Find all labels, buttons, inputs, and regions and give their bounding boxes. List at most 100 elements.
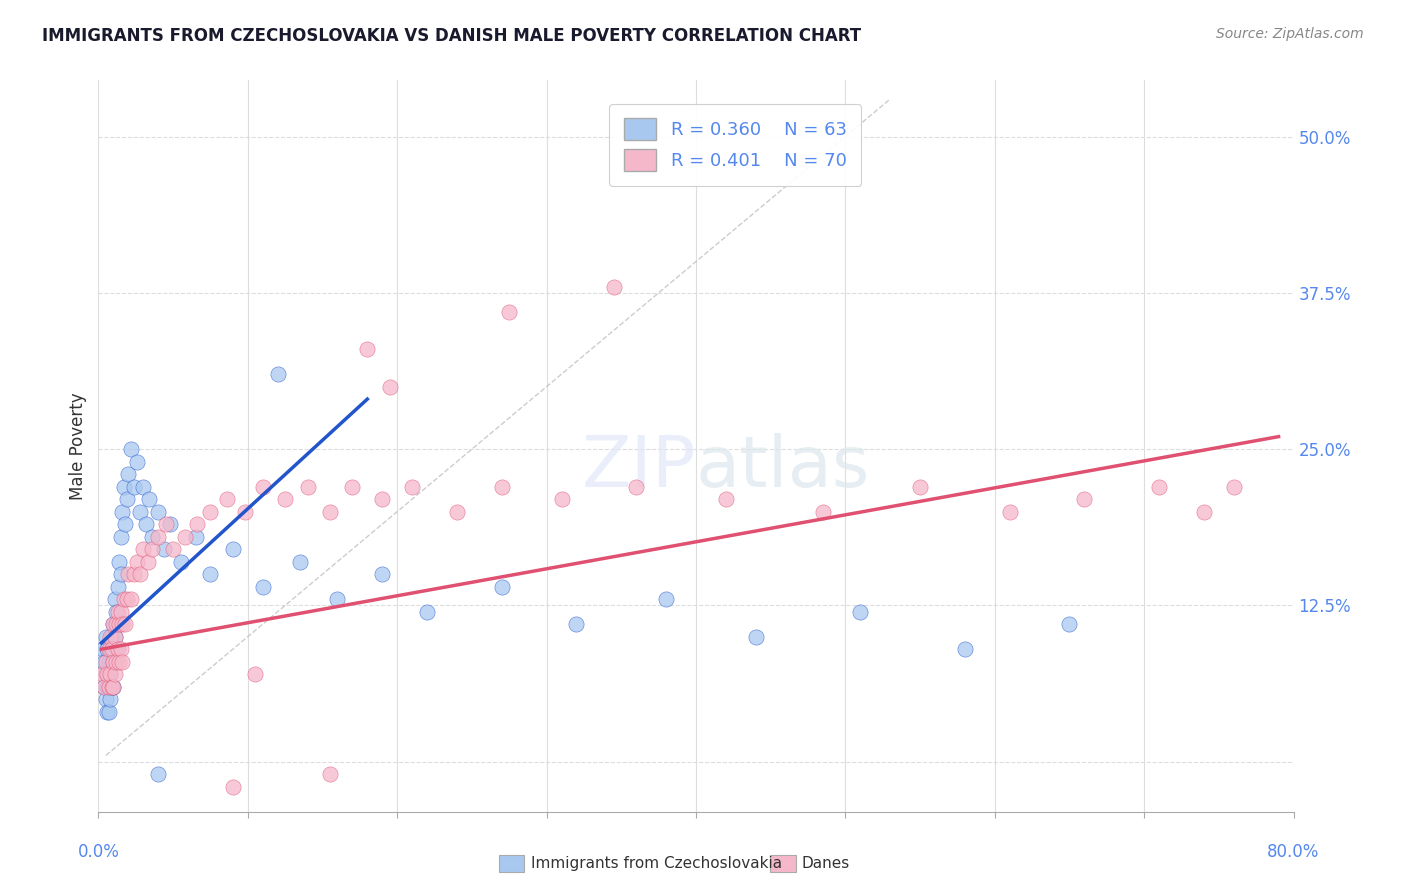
Point [129, 505, 152, 519]
Point [401, 480, 423, 494]
Point [626, 480, 648, 494]
Point [184, 530, 207, 544]
Point [111, 617, 134, 632]
Point [245, 667, 267, 681]
Point [97, 680, 120, 694]
Point [98, 667, 122, 681]
Point [96, 667, 118, 681]
Point [1223, 480, 1246, 494]
Point [174, 530, 197, 544]
Point [138, 492, 160, 507]
Point [127, 555, 149, 569]
Point [1059, 617, 1081, 632]
Point [141, 530, 163, 544]
Point [93, 680, 115, 694]
Point [105, 617, 128, 632]
Point [274, 492, 297, 507]
Point [104, 592, 127, 607]
Point [112, 480, 135, 494]
Point [91, 642, 114, 657]
Point [105, 605, 128, 619]
Point [111, 505, 134, 519]
Point [200, 505, 222, 519]
Point [101, 642, 124, 657]
Point [114, 517, 136, 532]
Point [148, 530, 170, 544]
Point [132, 542, 155, 557]
Point [105, 642, 128, 657]
Point [108, 555, 131, 569]
Point [111, 655, 134, 669]
Point [252, 480, 274, 494]
Point [120, 592, 142, 607]
Point [141, 542, 163, 557]
Point [94, 692, 117, 706]
Point [94, 630, 117, 644]
Point [148, 505, 170, 519]
Point [93, 680, 115, 694]
Point [222, 542, 245, 557]
Point [297, 480, 319, 494]
Point [342, 480, 364, 494]
Point [655, 592, 678, 607]
Point [132, 480, 155, 494]
Point [124, 567, 146, 582]
Point [107, 642, 129, 657]
Point [136, 555, 159, 569]
Point [97, 705, 120, 719]
Point [98, 642, 122, 657]
Point [124, 480, 146, 494]
Point [319, 767, 342, 781]
Point [98, 630, 122, 644]
Point [148, 767, 170, 781]
Point [155, 517, 177, 532]
Point [115, 492, 138, 507]
Point [416, 605, 439, 619]
Point [233, 505, 256, 519]
Point [105, 655, 128, 669]
Point [110, 642, 132, 657]
Point [97, 680, 120, 694]
Point [127, 455, 149, 469]
Point [1073, 492, 1095, 507]
Point [811, 505, 834, 519]
Text: atlas: atlas [696, 434, 870, 502]
Point [104, 630, 127, 644]
Text: 0.0%: 0.0% [77, 843, 120, 861]
Legend: R = 0.360    N = 63, R = 0.401    N = 70: R = 0.360 N = 63, R = 0.401 N = 70 [609, 104, 862, 186]
Point [108, 617, 131, 632]
Point [107, 605, 129, 619]
Point [103, 680, 125, 694]
Point [98, 667, 122, 681]
Point [114, 617, 136, 632]
Point [1147, 480, 1170, 494]
Text: Source: ZipAtlas.com: Source: ZipAtlas.com [1216, 27, 1364, 41]
Point [267, 367, 290, 381]
Point [117, 467, 139, 482]
Point [319, 505, 342, 519]
Point [96, 680, 118, 694]
Point [446, 505, 468, 519]
Point [96, 705, 118, 719]
Point [603, 279, 626, 293]
Point [103, 680, 125, 694]
Point [108, 655, 131, 669]
Point [186, 517, 208, 532]
Point [91, 667, 114, 681]
Point [288, 555, 311, 569]
Text: 80.0%: 80.0% [1267, 843, 1320, 861]
Text: ZIP: ZIP [582, 434, 696, 502]
Text: Immigrants from Czechoslovakia: Immigrants from Czechoslovakia [531, 856, 783, 871]
Y-axis label: Male Poverty: Male Poverty [69, 392, 87, 500]
Point [117, 567, 139, 582]
Point [98, 692, 122, 706]
Point [565, 617, 588, 632]
Point [96, 642, 118, 657]
Point [326, 592, 349, 607]
Point [104, 667, 127, 681]
Point [110, 567, 132, 582]
Point [745, 630, 768, 644]
Point [97, 642, 120, 657]
Point [112, 592, 135, 607]
Point [97, 655, 120, 669]
